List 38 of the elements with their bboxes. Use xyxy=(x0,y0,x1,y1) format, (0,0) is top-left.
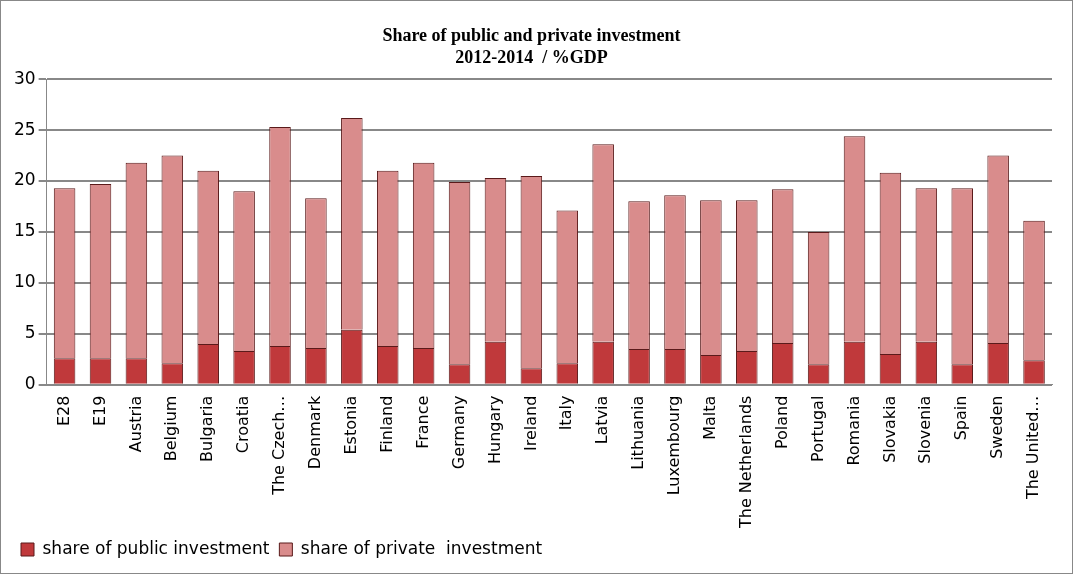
x-tick-label: Estonia xyxy=(340,395,360,455)
y-tick-label: 5 xyxy=(24,322,36,343)
x-tick-label: Slovakia xyxy=(879,395,899,463)
x-tick-label: Slovenia xyxy=(915,395,935,464)
legend-label: share of private investment xyxy=(300,537,543,558)
x-tick-label: Sweden xyxy=(987,395,1007,459)
x-tick-label: Lithuania xyxy=(628,395,648,470)
y-tick-label: 30 xyxy=(13,67,36,88)
y-tick-label: 15 xyxy=(13,220,36,241)
x-tick-label: France xyxy=(412,395,432,449)
x-tick-label: Portugal xyxy=(807,395,827,462)
x-tick-label: The United… xyxy=(1023,395,1043,501)
y-tick-label: 20 xyxy=(13,169,36,190)
y-tick-label: 10 xyxy=(13,271,36,292)
x-tick-label: Ireland xyxy=(520,395,540,451)
chart-title: Share of public and private investment 2012-2014 / %GDP xyxy=(382,25,681,68)
x-tick-label: Romania xyxy=(843,395,863,466)
x-tick-label: Malta xyxy=(700,395,720,440)
x-tick-label: Luxembourg xyxy=(664,395,684,496)
x-tick-label: Italy xyxy=(556,395,576,431)
x-tick-label: Latvia xyxy=(592,395,612,445)
x-tick-label: The Czech… xyxy=(269,395,289,496)
x-tick-label: Bulgaria xyxy=(197,395,217,462)
x-tick-label: E19 xyxy=(89,395,109,427)
y-tick-label: 25 xyxy=(13,118,36,139)
x-tick-label: The Netherlands xyxy=(735,395,755,529)
x-tick-label: Spain xyxy=(951,395,971,441)
x-tick-label: Denmark xyxy=(305,394,325,470)
x-tick-label: Austria xyxy=(125,395,145,453)
x-tick-label: Germany xyxy=(448,395,468,470)
x-tick-label: Hungary xyxy=(484,395,504,464)
legend-label: share of public investment xyxy=(42,537,270,558)
x-tick-label: Poland xyxy=(771,395,791,450)
y-tick-label: 0 xyxy=(24,373,36,394)
x-tick-label: E28 xyxy=(53,395,73,427)
x-tick-label: Belgium xyxy=(161,395,181,462)
x-tick-label: Croatia xyxy=(233,395,253,454)
x-tick-label: Finland xyxy=(376,395,396,453)
